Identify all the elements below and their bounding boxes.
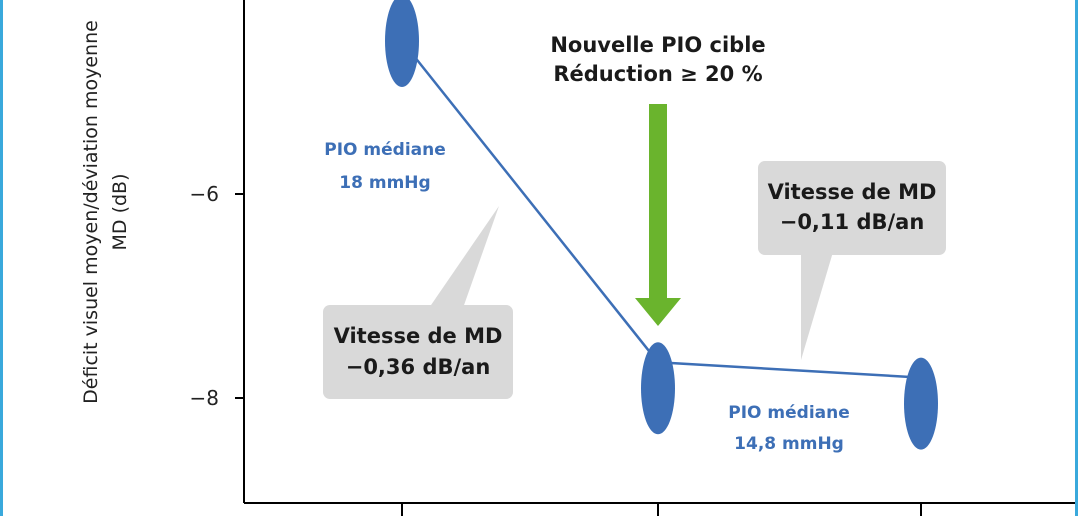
callout-rate-after-box <box>758 161 946 255</box>
target-annotation-line2: Réduction ≥ 20 % <box>553 62 762 86</box>
chart-svg: Déficit visuel moyen/déviation moyenne M… <box>80 0 1075 516</box>
callout-rate-after-pointer <box>801 252 833 360</box>
y-tick-label: −6 <box>190 182 219 206</box>
callout-rate-before-box <box>323 305 513 399</box>
data-point <box>641 342 675 435</box>
callout-rate-before-line2: −0,36 dB/an <box>346 355 491 379</box>
y-tick-group: −6 −8 <box>190 182 244 410</box>
series-layer <box>385 0 938 450</box>
median-pio-before-line1: PIO médiane <box>324 140 446 160</box>
data-point <box>904 357 938 450</box>
target-annotation-line1: Nouvelle PIO cible <box>550 33 765 57</box>
callout-rate-before-line1: Vitesse de MD <box>334 324 503 348</box>
callout-rate-before-pointer <box>429 206 499 308</box>
y-axis-label-line2: MD (dB) <box>109 174 131 251</box>
callout-rate-before: Vitesse de MD −0,36 dB/an <box>323 206 513 399</box>
y-axis-label: Déficit visuel moyen/déviation moyenne M… <box>80 20 131 404</box>
median-pio-after-line1: PIO médiane <box>728 403 850 423</box>
x-tick-group <box>401 503 922 516</box>
callout-rate-after: Vitesse de MD −0,11 dB/an <box>758 161 946 360</box>
data-point <box>385 0 419 87</box>
median-pio-after-line2: 14,8 mmHg <box>734 434 844 454</box>
callout-rate-after-line2: −0,11 dB/an <box>780 210 925 234</box>
green-down-arrow-icon <box>635 104 681 326</box>
median-pio-before-line2: 18 mmHg <box>339 173 430 193</box>
target-annotation: Nouvelle PIO cible Réduction ≥ 20 % <box>550 33 766 326</box>
callout-rate-after-line1: Vitesse de MD <box>768 180 937 204</box>
y-axis-label-line1: Déficit visuel moyen/déviation moyenne <box>80 20 102 404</box>
y-tick-label: −8 <box>190 386 219 410</box>
